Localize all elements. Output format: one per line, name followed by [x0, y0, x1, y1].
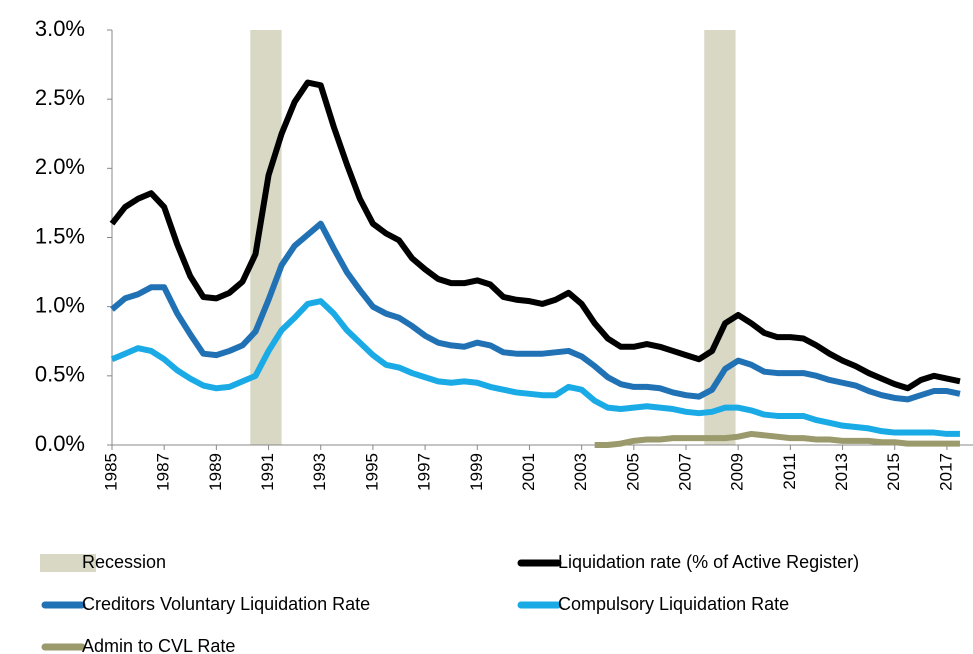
y-tick-label: 1.0%: [35, 292, 85, 317]
x-tick-label: 2013: [832, 453, 851, 491]
x-tick-label: 2001: [519, 453, 538, 491]
legend-item: Admin to CVL Rate: [41, 636, 235, 654]
x-tick-label: 2005: [623, 453, 642, 491]
y-tick-label: 2.5%: [35, 85, 85, 110]
series-line: [110, 298, 960, 437]
y-tick-label: 1.5%: [35, 223, 85, 248]
legend-item: Compulsory Liquidation Rate: [517, 594, 789, 614]
x-tick-label: 2017: [936, 453, 955, 491]
x-tick-label: 1987: [154, 453, 173, 491]
x-tick-label: 2009: [728, 453, 747, 491]
x-tick-label: 1991: [258, 453, 277, 491]
x-tick-label: 1995: [362, 453, 381, 491]
x-tick-label: 1989: [206, 453, 225, 491]
legend-label: Recession: [82, 552, 166, 572]
legend-label: Compulsory Liquidation Rate: [558, 594, 789, 614]
x-tick-label: 2015: [884, 453, 903, 491]
legend-swatch: [40, 554, 96, 572]
y-tick-label: 2.0%: [35, 154, 85, 179]
y-tick-label: 3.0%: [35, 16, 85, 41]
x-tick-label: 2011: [780, 453, 799, 490]
y-tick-label: 0.5%: [35, 362, 85, 387]
legend-label: Creditors Voluntary Liquidation Rate: [82, 594, 370, 614]
legend-label: Liquidation rate (% of Active Register): [558, 552, 859, 572]
x-tick-label: 1993: [310, 453, 329, 491]
recession-band: [250, 30, 282, 445]
y-tick-label: 0.0%: [35, 431, 85, 456]
x-tick-label: 2007: [675, 453, 694, 491]
x-tick-label: 1985: [101, 453, 120, 491]
series-line: [110, 220, 961, 403]
legend-item: Liquidation rate (% of Active Register): [517, 552, 859, 572]
series-line: [109, 79, 961, 392]
series-line: [594, 430, 960, 448]
legend-label: Admin to CVL Rate: [82, 636, 235, 654]
legend-item: Recession: [40, 552, 166, 572]
x-tick-label: 1999: [467, 453, 486, 491]
x-tick-label: 2003: [571, 453, 590, 491]
legend-item: Creditors Voluntary Liquidation Rate: [41, 594, 370, 614]
x-tick-label: 1997: [415, 453, 434, 491]
